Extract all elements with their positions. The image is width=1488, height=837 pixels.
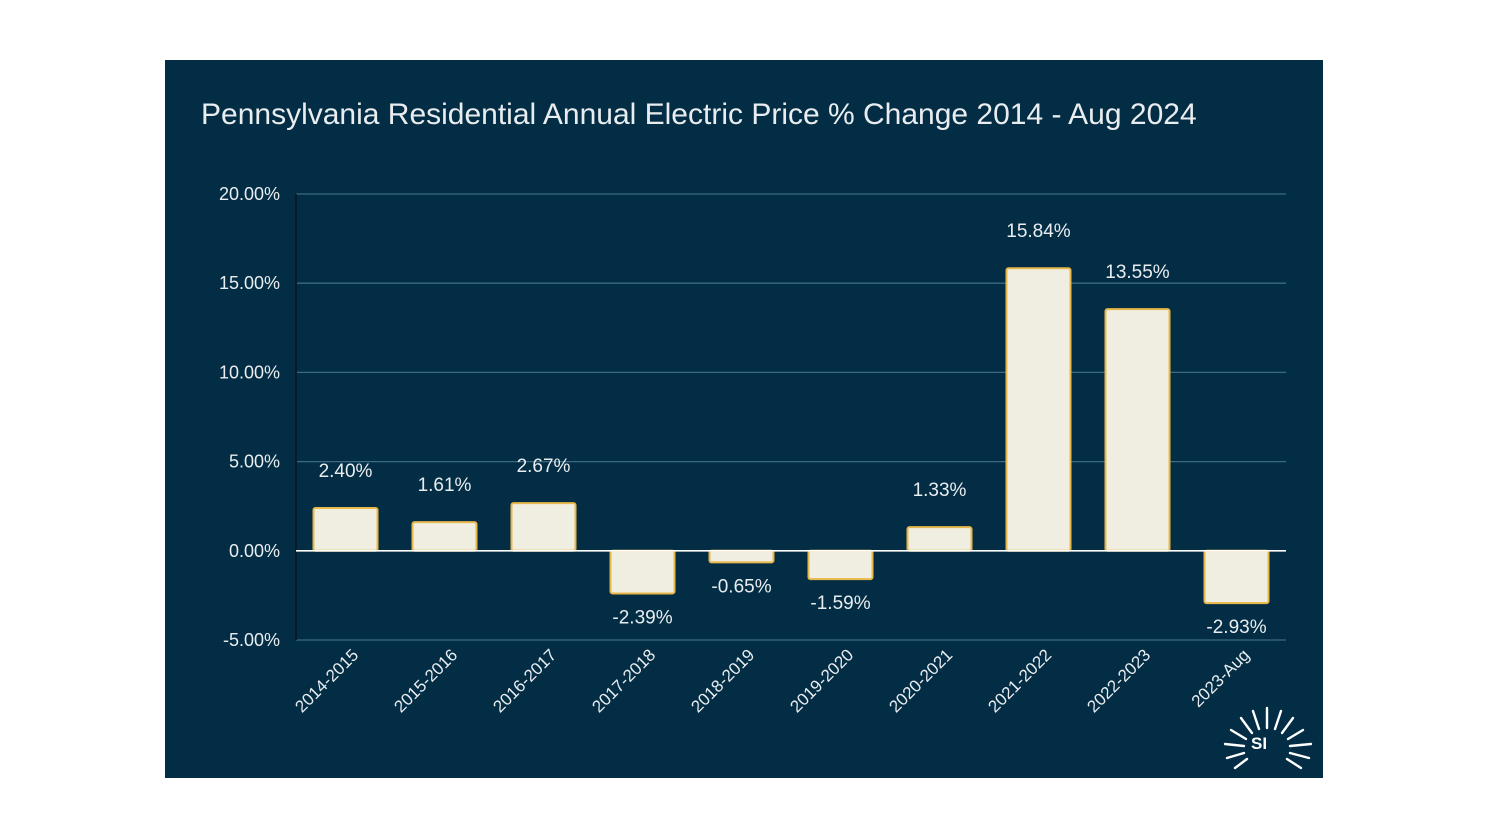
y-tick-label: 5.00%: [229, 452, 280, 472]
bar: [1203, 549, 1270, 605]
bar: [906, 526, 973, 552]
y-tick-label: 10.00%: [219, 362, 280, 382]
data-label: -2.39%: [612, 607, 672, 628]
data-label: -0.65%: [711, 576, 771, 597]
data-label: -2.93%: [1206, 617, 1266, 638]
data-label: 2.67%: [517, 456, 571, 477]
bar: [1005, 267, 1072, 552]
bar: [411, 521, 478, 552]
data-label: 1.33%: [913, 480, 967, 501]
data-label: -1.59%: [810, 593, 870, 614]
y-tick-label: -5.00%: [223, 630, 280, 650]
y-axis: 20.00% 15.00% 10.00% 5.00% 0.00% -5.00%: [219, 184, 297, 650]
x-tick-label: 2017-2018: [588, 645, 659, 716]
bar: [312, 506, 379, 552]
x-tick-label: 2014-2015: [291, 645, 362, 716]
x-tick-label: 2021-2022: [984, 645, 1055, 716]
bar-chart: 20.00% 15.00% 10.00% 5.00% 0.00% -5.00% 2.40%…: [219, 184, 1286, 716]
bar: [609, 549, 676, 595]
data-label: 15.84%: [1006, 221, 1071, 242]
x-tick-label: 2020-2021: [885, 645, 956, 716]
chart-panel: Pennsylvania Residential Annual Electric…: [165, 60, 1323, 778]
data-label: 1.61%: [418, 475, 472, 496]
x-tick-label: 2016-2017: [489, 645, 560, 716]
x-tick-label: 2015-2016: [390, 645, 461, 716]
logo-text: SI: [1251, 734, 1268, 753]
bars: [312, 267, 1270, 605]
y-tick-label: 15.00%: [219, 273, 280, 293]
chart-title: Pennsylvania Residential Annual Electric…: [201, 98, 1197, 131]
bar: [510, 502, 577, 552]
x-axis: 2014-2015 2015-2016 2016-2017 2017-2018 2018…: [291, 645, 1253, 716]
data-label: 2.40%: [319, 461, 373, 482]
bar: [1104, 308, 1171, 552]
bar: [807, 549, 874, 581]
x-tick-label: 2022-2023: [1083, 645, 1154, 716]
y-tick-label: 20.00%: [219, 184, 280, 204]
y-tick-label: 0.00%: [229, 541, 280, 561]
bar: [708, 549, 775, 564]
data-labels: 2.40% 1.61% 2.67% -2.39% -0.65% -1.59% 1.33% 15…: [319, 221, 1267, 638]
x-tick-label: 2019-2020: [786, 645, 857, 716]
data-label: 13.55%: [1105, 262, 1170, 283]
x-tick-label: 2018-2019: [687, 645, 758, 716]
si-logo-icon: [1223, 706, 1313, 770]
